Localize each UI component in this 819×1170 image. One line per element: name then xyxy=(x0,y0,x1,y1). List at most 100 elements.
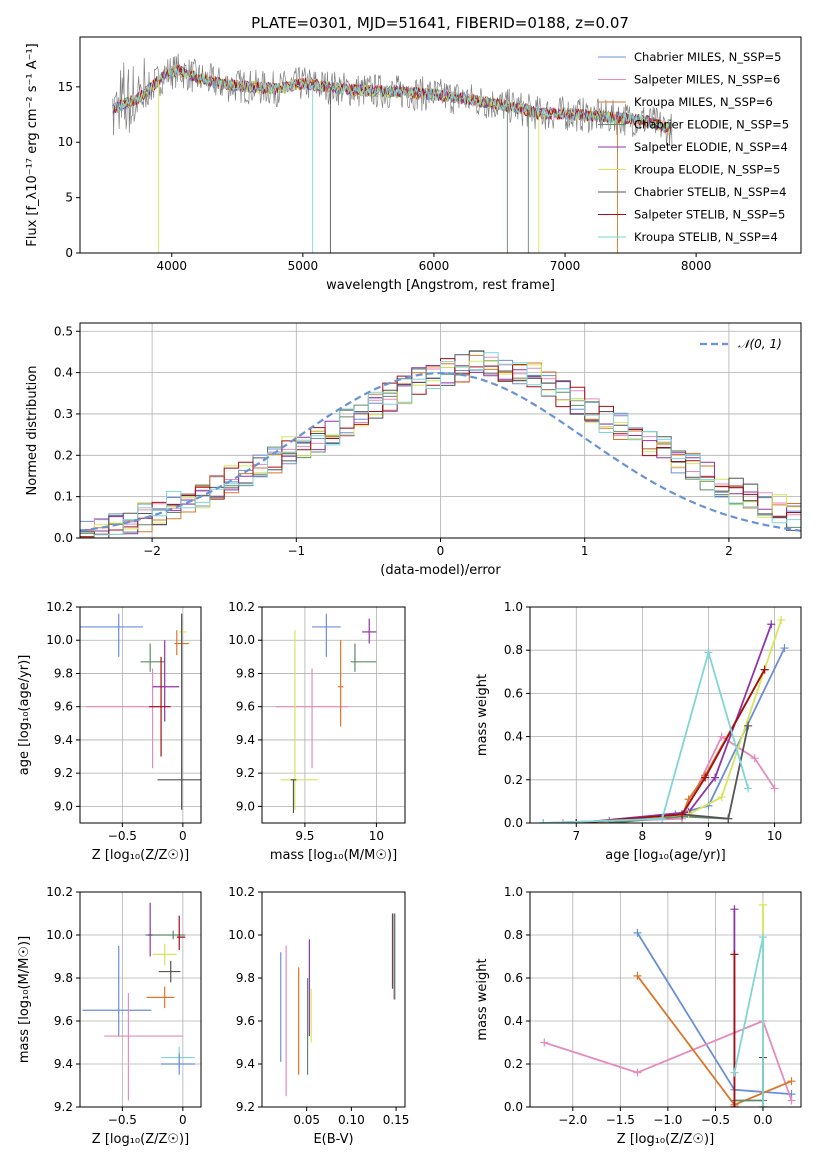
weight-marker xyxy=(767,620,776,629)
x-tick-label: 10 xyxy=(369,829,384,843)
weight-marker xyxy=(717,793,726,802)
error-bar xyxy=(362,618,377,644)
y-tick-label: 0.0 xyxy=(504,816,523,830)
weight-marker xyxy=(633,928,642,937)
weight-series xyxy=(544,1019,793,1101)
axes-frame xyxy=(529,606,802,824)
x-tick-label: 9 xyxy=(705,829,713,843)
weight-marker xyxy=(539,819,548,823)
x-tick-label: 1 xyxy=(581,544,589,558)
error-bar xyxy=(276,668,348,769)
axes-mass-vs-reddening: 0.05 0.10 0.15 9.2 9.4 9.6 9.8 10.0 10.2 E(B-V) xyxy=(228,885,409,1147)
legend-entry: Kroupa STELIB, N_SSP=4 xyxy=(634,230,778,244)
y-tick-label: 10.2 xyxy=(46,885,73,899)
legend-entry: Salpeter MILES, N_SSP=6 xyxy=(634,73,780,87)
histogram-series xyxy=(80,350,801,538)
y-axis-label: Flux [f_λ10⁻¹⁷ erg cm⁻² s⁻¹ A⁻¹] xyxy=(25,43,40,247)
x-axis-label: Z [log₁₀(Z/Z☉)] xyxy=(617,1132,714,1147)
axes-frame xyxy=(79,36,802,254)
x-tick-label: 8000 xyxy=(681,259,712,273)
x-tick-label: 10 xyxy=(767,829,782,843)
axes-mass-vs-metallicity: −0.5 0 9.2 9.4 9.6 9.8 10.0 10.2 Z [log₁₀(Z/Z☉)]… xyxy=(17,885,202,1147)
error-bar xyxy=(86,668,162,769)
x-tick-label: 0 xyxy=(179,1113,187,1127)
weight-marker xyxy=(724,814,733,823)
weight-marker xyxy=(770,784,779,793)
weight-marker xyxy=(701,773,710,782)
x-tick-label: 9.5 xyxy=(295,829,314,843)
y-tick-label: 0.0 xyxy=(54,531,73,545)
weight-marker xyxy=(787,1077,796,1086)
y-tick-label: 0.2 xyxy=(54,448,73,462)
x-tick-label: 8 xyxy=(639,829,647,843)
y-tick-label: 10.0 xyxy=(228,928,255,942)
weight-marker xyxy=(658,814,667,823)
y-tick-label: 9.6 xyxy=(236,700,255,714)
error-bar xyxy=(158,960,181,983)
x-tick-label: 4000 xyxy=(156,259,187,273)
y-tick-label: 0.5 xyxy=(54,324,73,338)
x-tick-label: −2.0 xyxy=(558,1113,587,1127)
error-bar xyxy=(152,943,177,966)
y-tick-label: 9.4 xyxy=(236,1057,255,1071)
y-tick-label: 9.2 xyxy=(236,1100,255,1114)
axes-frame xyxy=(79,606,202,824)
x-tick-label: −1.5 xyxy=(606,1113,635,1127)
y-tick-label: 10.2 xyxy=(228,600,255,614)
axes-age-vs-metallicity: −0.5 0 9.0 9.2 9.4 9.6 9.8 10.0 10.2 Z [log₁₀(Z/Z… xyxy=(17,600,202,863)
weight-series xyxy=(543,649,749,823)
y-tick-label: 10.2 xyxy=(228,885,255,899)
x-axis-label: age [log₁₀(age/yr)] xyxy=(605,848,726,863)
y-tick-label: 9.2 xyxy=(236,766,255,780)
x-tick-label: 0.15 xyxy=(383,1113,410,1127)
histogram-series xyxy=(80,358,801,538)
legend-entry: Chabrier STELIB, N_SSP=4 xyxy=(634,185,786,199)
y-axis-label: mass weight xyxy=(475,674,490,756)
axes-mass-weight-vs-metallicity: −2.0 −1.5 −1.0 −0.5 0.0 0.0 0.2 0.4 0.6 0.8 1.0 Z [… xyxy=(475,885,802,1147)
error-bar xyxy=(161,1053,195,1075)
y-tick-label: 0.4 xyxy=(504,1014,523,1028)
x-axis-label: Z [log₁₀(Z/Z☉)] xyxy=(92,1132,189,1147)
weight-marker xyxy=(730,1068,739,1077)
weight-marker xyxy=(730,1103,739,1107)
x-tick-label: −0.5 xyxy=(108,1113,137,1127)
weight-marker xyxy=(760,665,769,674)
y-tick-label: 9.6 xyxy=(54,700,73,714)
plot-area xyxy=(276,613,377,814)
y-tick-label: 0.6 xyxy=(504,971,523,985)
y-tick-label: 1.0 xyxy=(504,885,523,899)
plot-area xyxy=(539,615,789,823)
error-bar xyxy=(290,779,297,814)
spectrum-series xyxy=(112,65,673,136)
y-tick-label: 0.4 xyxy=(54,366,73,380)
legend-entry: Chabrier ELODIE, N_SSP=5 xyxy=(634,118,789,132)
axes-residual-histogram: −2 −1 0 1 2 0.0 0.1 0.2 0.3 0.4 0.5 (data-model)/er… xyxy=(25,322,802,578)
plot-area xyxy=(280,913,396,1097)
y-tick-label: 0.1 xyxy=(54,490,73,504)
y-tick-label: 0 xyxy=(65,246,73,260)
x-tick-label: 0.0 xyxy=(753,1113,772,1127)
x-tick-label: 7000 xyxy=(550,259,581,273)
axes-frame xyxy=(261,606,406,824)
y-tick-label: 10.0 xyxy=(46,928,73,942)
weight-marker xyxy=(787,1096,796,1105)
legend-entry: Salpeter STELIB, N_SSP=5 xyxy=(634,208,785,222)
weight-marker xyxy=(633,1068,642,1077)
weight-marker xyxy=(744,721,753,730)
weight-series xyxy=(543,647,786,823)
y-tick-label: 1.0 xyxy=(504,600,523,614)
legend-entry: Salpeter ELODIE, N_SSP=4 xyxy=(634,140,788,154)
x-tick-label: −1.0 xyxy=(653,1113,682,1127)
weight-marker xyxy=(750,754,759,763)
y-tick-label: 0.0 xyxy=(504,1100,523,1114)
x-tick-label: 5000 xyxy=(288,259,319,273)
error-bar xyxy=(176,915,186,951)
y-tick-label: 9.2 xyxy=(54,766,73,780)
plot-area xyxy=(80,613,201,810)
y-tick-label: 9.6 xyxy=(236,1014,255,1028)
weight-marker xyxy=(572,819,581,823)
error-bar xyxy=(80,613,143,657)
y-tick-label: 9.8 xyxy=(54,666,73,680)
error-bar xyxy=(350,643,377,672)
x-tick-label: −1 xyxy=(287,544,305,558)
